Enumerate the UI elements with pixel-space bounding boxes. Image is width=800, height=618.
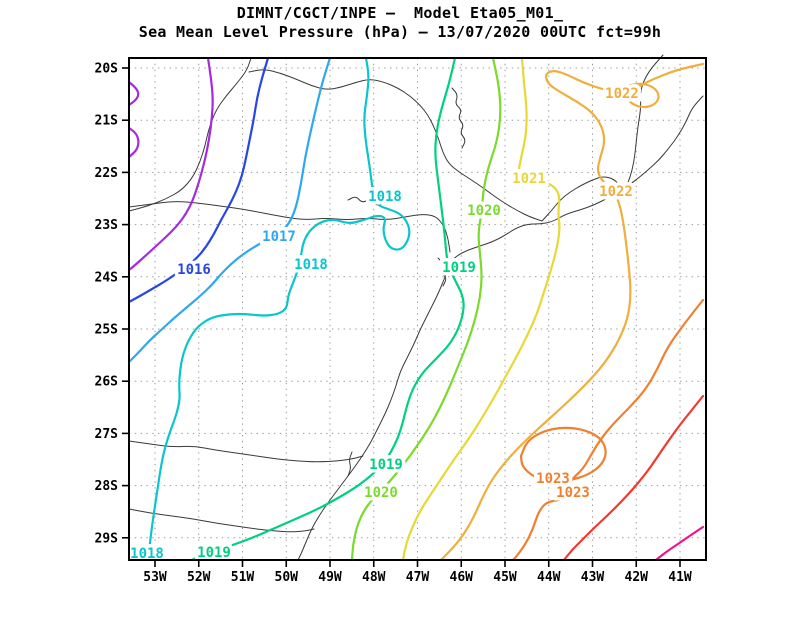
isobar-1015 <box>127 56 214 272</box>
y-axis-tick-label: 27S <box>95 427 119 442</box>
isobar-label-1022: 1022 <box>599 184 633 200</box>
coastline-border-path <box>623 54 664 193</box>
isobar-label-1023: 1023 <box>536 471 570 487</box>
x-axis-tick-label: 47W <box>406 570 430 585</box>
isobar-1025 <box>654 525 705 562</box>
chart-title: DIMNT/CGCT/INPE – Model Eta05_M01_ Sea M… <box>0 4 800 42</box>
coastline-border-path <box>128 440 364 463</box>
isobar-1015 <box>127 126 140 159</box>
isobar-label-1018: 1018 <box>294 257 328 273</box>
x-axis-tick-label: 45W <box>493 570 517 585</box>
y-axis-tick-label: 21S <box>95 114 119 129</box>
isobar-1016 <box>127 56 270 304</box>
coastline-border-path <box>347 196 385 206</box>
isobar-1022 <box>439 62 705 562</box>
x-axis-tick-label: 49W <box>318 570 342 585</box>
plot-frame <box>128 57 707 561</box>
y-axis-tick-label: 24S <box>95 270 119 285</box>
coastline-border-path <box>297 95 704 561</box>
isobar-1023 <box>519 426 607 483</box>
isobar-label-1018: 1018 <box>368 189 402 205</box>
isobar-label-1022: 1022 <box>605 86 639 102</box>
isobar-label-1021: 1021 <box>512 171 546 187</box>
coastline-border-path <box>128 57 252 212</box>
isobar-1021 <box>401 56 561 562</box>
x-axis-tick-label: 44W <box>537 570 561 585</box>
x-axis-tick-label: 50W <box>275 570 299 585</box>
x-axis-tick-label: 51W <box>231 570 255 585</box>
isobar-label-1019: 1019 <box>369 457 403 473</box>
x-axis-tick-label: 52W <box>187 570 211 585</box>
y-axis-tick-label: 29S <box>95 531 119 546</box>
coastline-border-path <box>541 176 625 222</box>
x-axis-tick-label: 48W <box>362 570 386 585</box>
x-axis-tick-label: 41W <box>668 570 692 585</box>
x-axis-tick-label: 46W <box>450 570 474 585</box>
isobar-label-1019: 1019 <box>197 545 231 561</box>
y-axis-tick-label: 22S <box>95 166 119 181</box>
isobar-1022 <box>625 82 660 109</box>
isobar-1019 <box>190 56 465 562</box>
coastline-border-path <box>451 87 466 149</box>
isobar-label-1017: 1017 <box>262 229 296 245</box>
coastline-border-path <box>248 69 543 222</box>
y-axis-tick-label: 25S <box>95 323 119 338</box>
isobar-label-1020: 1020 <box>364 485 398 501</box>
y-axis-tick-label: 23S <box>95 218 119 233</box>
x-axis-tick-label: 42W <box>625 570 649 585</box>
chart-title-line1: DIMNT/CGCT/INPE – Model Eta05_M01_ <box>236 4 564 22</box>
isobar-label-1023: 1023 <box>556 485 590 501</box>
x-axis-tick-label: 53W <box>143 570 167 585</box>
y-axis-tick-label: 28S <box>95 479 119 494</box>
isobar-1017 <box>127 56 332 364</box>
isobar-1018 <box>146 56 411 562</box>
coastline-border-path <box>128 508 315 533</box>
isobar-1015 <box>127 80 140 107</box>
isobar-label-1020: 1020 <box>467 203 501 219</box>
y-axis-tick-label: 26S <box>95 375 119 390</box>
chart-title-line2: Sea Mean Level Pressure (hPa) – 13/07/20… <box>138 23 662 41</box>
isobar-label-1016: 1016 <box>177 262 211 278</box>
coastline-border-path <box>128 201 451 253</box>
isobar-label-1019: 1019 <box>442 260 476 276</box>
coastline-border-path <box>347 451 353 477</box>
isobar-1020 <box>350 56 502 562</box>
isobar-1024 <box>562 394 705 562</box>
isobar-1023 <box>511 298 705 562</box>
x-axis-tick-label: 43W <box>581 570 605 585</box>
y-axis-tick-label: 20S <box>95 62 119 77</box>
coastline-border-path <box>437 257 447 287</box>
